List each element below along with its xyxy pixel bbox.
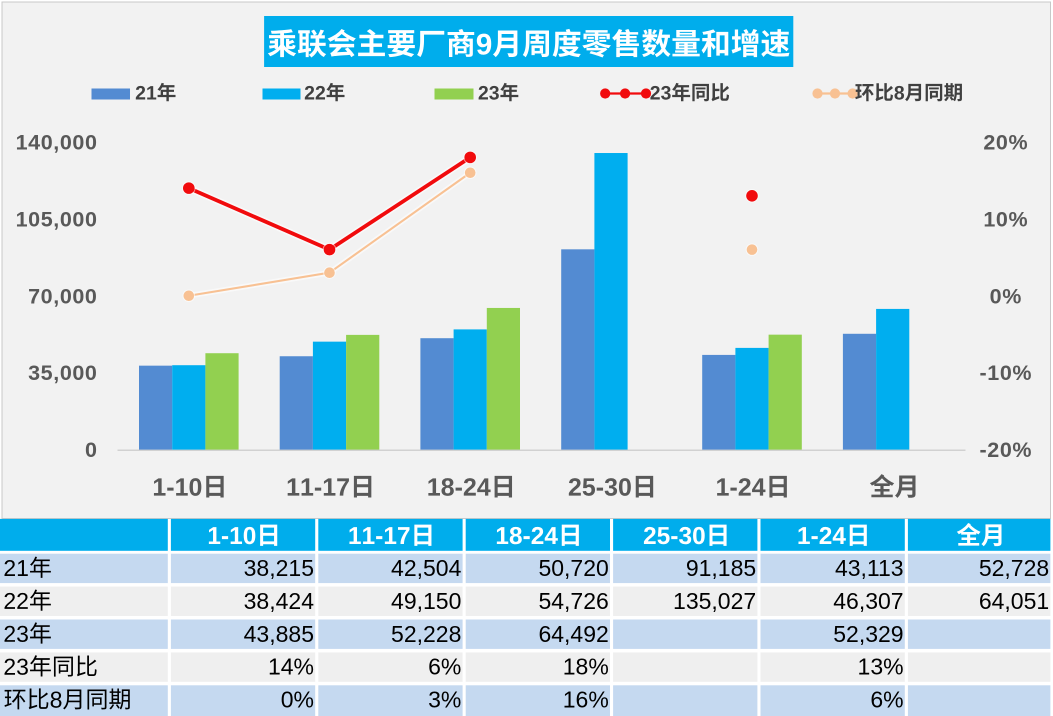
svg-text:46,307: 46,307 <box>833 588 903 614</box>
svg-text:6%: 6% <box>870 687 903 713</box>
svg-text:64,492: 64,492 <box>538 621 608 647</box>
svg-text:52,228: 52,228 <box>391 621 461 647</box>
svg-text:0: 0 <box>85 438 98 462</box>
svg-text:42,504: 42,504 <box>391 555 462 581</box>
svg-text:35,000: 35,000 <box>28 361 97 385</box>
svg-text:16%: 16% <box>563 687 609 713</box>
svg-text:43,885: 43,885 <box>244 621 314 647</box>
svg-text:135,027: 135,027 <box>673 588 756 614</box>
svg-text:0%: 0% <box>990 284 1022 308</box>
svg-text:52,329: 52,329 <box>833 621 903 647</box>
svg-text:0%: 0% <box>281 687 314 713</box>
svg-text:140,000: 140,000 <box>16 131 98 155</box>
svg-text:64,051: 64,051 <box>979 588 1049 614</box>
svg-text:6%: 6% <box>428 654 461 680</box>
svg-text:3%: 3% <box>428 687 461 713</box>
svg-text:38,424: 38,424 <box>244 588 315 614</box>
svg-text:14%: 14% <box>268 654 314 680</box>
svg-text:52,728: 52,728 <box>979 555 1049 581</box>
svg-text:54,726: 54,726 <box>538 588 608 614</box>
svg-text:70,000: 70,000 <box>28 284 97 308</box>
svg-text:105,000: 105,000 <box>16 208 98 232</box>
svg-text:50,720: 50,720 <box>538 555 608 581</box>
svg-text:49,150: 49,150 <box>391 588 461 614</box>
svg-text:18%: 18% <box>563 654 609 680</box>
svg-text:13%: 13% <box>858 654 904 680</box>
svg-text:38,215: 38,215 <box>244 555 314 581</box>
svg-text:10%: 10% <box>983 208 1028 232</box>
svg-text:-10%: -10% <box>980 361 1033 385</box>
svg-text:91,185: 91,185 <box>686 555 756 581</box>
svg-text:-20%: -20% <box>980 438 1033 462</box>
svg-text:43,113: 43,113 <box>835 555 904 581</box>
svg-text:20%: 20% <box>983 131 1028 155</box>
